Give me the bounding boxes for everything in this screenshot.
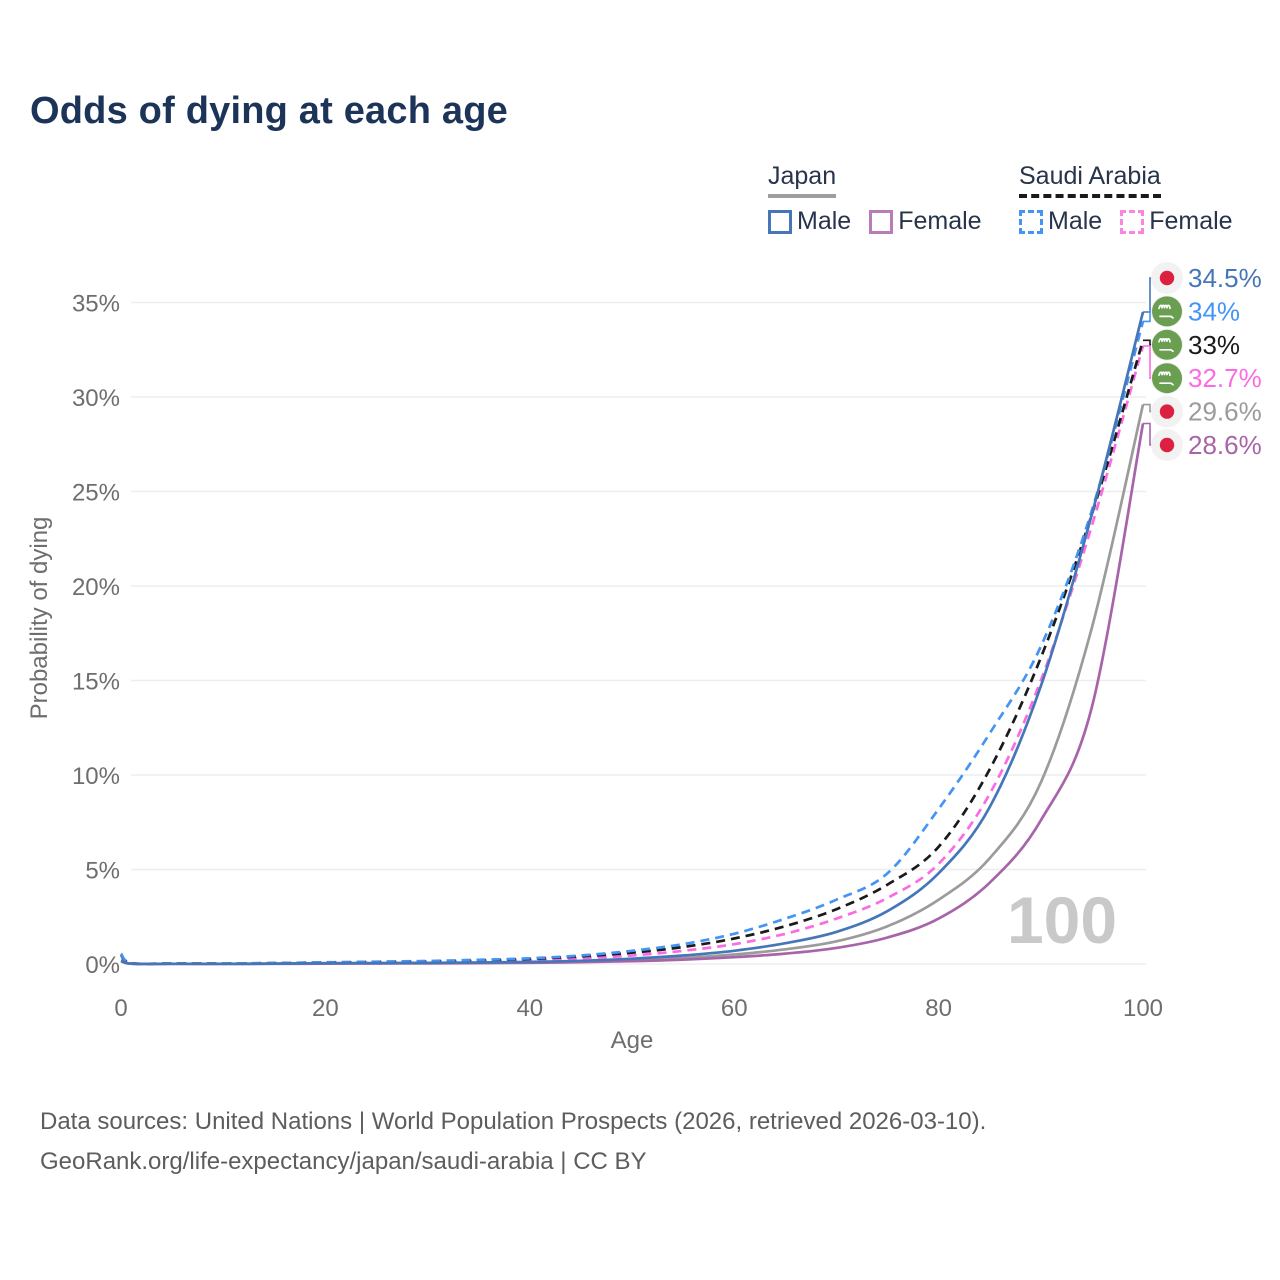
y-tick-label: 5%: [85, 858, 120, 885]
legend-swatch-japan-male[interactable]: [768, 209, 792, 234]
legend-label-saudi-female[interactable]: Female: [1149, 207, 1233, 235]
x-tick-label: 40: [516, 995, 543, 1022]
legend-label-saudi-male[interactable]: Male: [1048, 207, 1103, 235]
japan-flag-icon: [1151, 429, 1183, 461]
x-tick-label: 100: [1123, 995, 1163, 1022]
y-tick-label: 30%: [72, 385, 120, 412]
mortality-line-chart: 0% 5% 10% 15% 20% 25% 30% 35% 0 20 40 60 80 100 Age Pro…: [26, 262, 1262, 1054]
legend-country-saudi-arabia[interactable]: Saudi Arabia: [1019, 162, 1161, 198]
saudi-flag-icon: [1151, 362, 1183, 395]
series-line-japan-male[interactable]: [120, 311, 1145, 966]
y-tick-label: 35%: [72, 291, 120, 318]
end-value-label-saudi-female: 32.7%: [1188, 363, 1262, 393]
series-line-saudi-male[interactable]: [119, 321, 1145, 966]
legend-swatch-saudi-male[interactable]: [1019, 209, 1043, 234]
series-line-saudi-total[interactable]: [119, 339, 1145, 966]
end-value-label-saudi-male: 34%: [1188, 296, 1240, 326]
x-axis-title: Age: [611, 1027, 654, 1054]
y-tick-label: 15%: [72, 669, 120, 696]
x-tick-label: 60: [721, 995, 748, 1022]
series-line-saudi-female[interactable]: [119, 345, 1145, 966]
hover-age-watermark: 100: [1007, 883, 1117, 957]
x-tick-label: 80: [925, 995, 952, 1022]
japan-flag-icon: [1151, 395, 1183, 428]
legend-label-japan-female[interactable]: Female: [898, 207, 982, 235]
end-value-label-japan-male: 34.5%: [1188, 263, 1262, 293]
end-value-label-saudi-total: 33%: [1188, 330, 1240, 360]
data-source-text: Data sources: United Nations | World Pop…: [40, 1108, 987, 1135]
x-tick-label: 0: [114, 995, 127, 1022]
series-line-japan-female[interactable]: [120, 423, 1145, 966]
saudi-flag-icon: [1151, 295, 1183, 328]
page-title: Odds of dying at each age: [30, 90, 508, 132]
series-line-japan-total[interactable]: [120, 404, 1145, 966]
y-tick-label: 10%: [72, 763, 120, 790]
attribution-link-text[interactable]: GeoRank.org/life-expectancy/japan/saudi-…: [40, 1148, 647, 1175]
legend-swatch-saudi-female[interactable]: [1120, 209, 1145, 234]
legend-country-japan[interactable]: Japan: [768, 162, 837, 198]
end-value-label-japan-total: 29.6%: [1188, 397, 1262, 427]
end-value-label-japan-female: 28.6%: [1188, 430, 1262, 460]
y-tick-label: 20%: [72, 574, 120, 601]
saudi-flag-icon: [1151, 328, 1183, 361]
x-tick-label: 20: [312, 995, 339, 1022]
legend-group-japan: Japan Male Female: [768, 162, 1000, 236]
y-tick-label: 0%: [85, 952, 120, 979]
japan-flag-icon: [1151, 262, 1183, 294]
y-tick-label: 25%: [72, 480, 120, 507]
legend-group-saudi-arabia: Saudi Arabia Male Female: [1019, 162, 1251, 236]
legend-swatch-japan-female[interactable]: [869, 209, 894, 234]
y-axis-title: Probability of dying: [26, 517, 53, 720]
legend-label-japan-male[interactable]: Male: [797, 207, 852, 235]
